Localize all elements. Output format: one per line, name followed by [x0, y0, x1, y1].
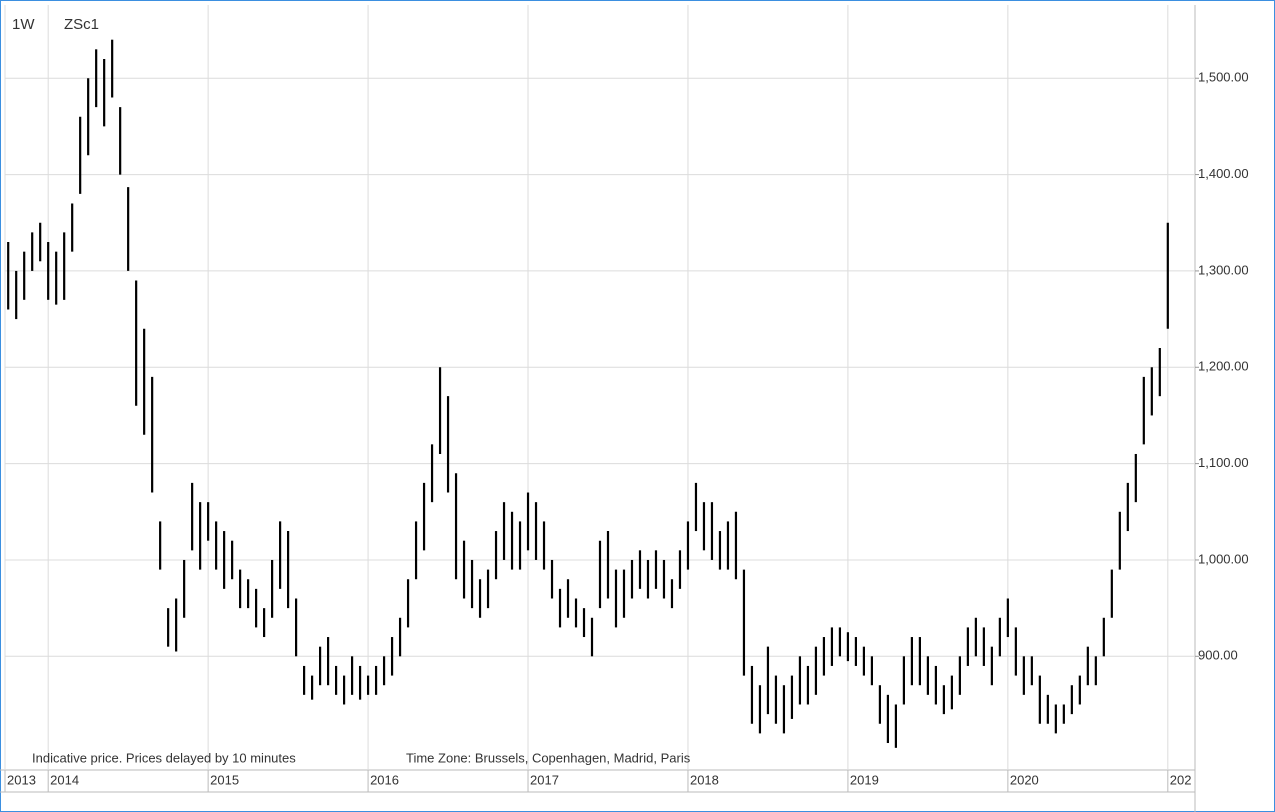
- x-tick-label: 2018: [690, 772, 719, 787]
- interval-label: 1W: [12, 16, 35, 33]
- timezone-note: Time Zone: Brussels, Copenhagen, Madrid,…: [406, 750, 691, 765]
- x-tick-label: 2015: [210, 772, 239, 787]
- x-tick-label: 2019: [850, 772, 879, 787]
- y-tick-label: 1,200.00: [1198, 359, 1249, 374]
- y-tick-label: 900.00: [1198, 648, 1238, 663]
- x-tick-label: 2014: [50, 772, 79, 787]
- y-tick-label: 1,400.00: [1198, 166, 1249, 181]
- x-tick-label: 2013: [7, 772, 36, 787]
- y-tick-label: 1,100.00: [1198, 455, 1249, 470]
- y-tick-label: 1,500.00: [1198, 70, 1249, 85]
- chart-title: ZSc1: [64, 16, 99, 33]
- x-tick-label: 2020: [1010, 772, 1039, 787]
- note: Indicative price. Prices delayed by 10 m…: [32, 750, 296, 765]
- y-tick-label: 1,000.00: [1198, 551, 1249, 566]
- y-tick-label: 1,300.00: [1198, 262, 1249, 277]
- x-tick-label: 2017: [530, 772, 559, 787]
- x-tick-label: 2016: [370, 772, 399, 787]
- x-tick-label: 202: [1170, 772, 1192, 787]
